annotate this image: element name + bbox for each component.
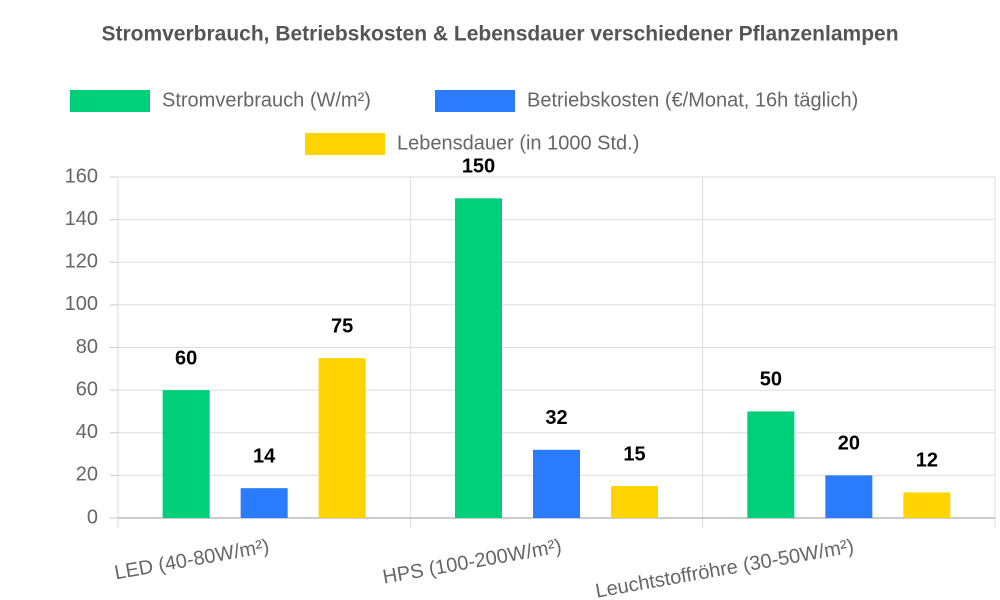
value-label: 14 bbox=[253, 445, 276, 467]
x-tick-label: Leuchtstoffröhre (30-50W/m²) bbox=[594, 535, 856, 600]
legend-swatch bbox=[70, 90, 150, 112]
value-label: 15 bbox=[623, 443, 645, 465]
y-tick-label: 20 bbox=[76, 464, 98, 486]
y-tick-label: 80 bbox=[76, 336, 98, 358]
legend-swatch bbox=[305, 133, 385, 155]
y-tick-label: 160 bbox=[65, 165, 98, 187]
bar bbox=[455, 198, 502, 518]
chart-title: Stromverbrauch, Betriebskosten & Lebensd… bbox=[101, 23, 898, 46]
y-tick-label: 40 bbox=[76, 421, 98, 443]
x-tick-label: HPS (100-200W/m²) bbox=[381, 535, 563, 588]
value-label: 50 bbox=[760, 369, 782, 391]
bar bbox=[318, 358, 366, 518]
y-tick-label: 120 bbox=[65, 251, 98, 273]
bar bbox=[611, 486, 658, 518]
legend-label: Stromverbrauch (W/m²) bbox=[162, 89, 371, 111]
bar bbox=[825, 475, 873, 518]
value-label: 32 bbox=[545, 407, 567, 429]
value-label: 75 bbox=[331, 315, 353, 337]
legend-swatch bbox=[435, 90, 515, 112]
x-tick-label: LED (40-80W/m²) bbox=[113, 535, 271, 584]
y-tick-label: 60 bbox=[76, 378, 98, 400]
value-label: 12 bbox=[916, 450, 938, 472]
bar bbox=[162, 390, 210, 518]
y-tick-label: 100 bbox=[65, 293, 98, 315]
legend-label: Betriebskosten (€/Monat, 16h täglich) bbox=[527, 89, 858, 111]
bar bbox=[533, 449, 580, 518]
y-tick-label: 140 bbox=[65, 208, 98, 230]
bar bbox=[240, 488, 288, 518]
value-label: 20 bbox=[838, 433, 860, 455]
legend-label: Lebensdauer (in 1000 Std.) bbox=[397, 132, 639, 154]
bar bbox=[747, 411, 795, 518]
value-label: 150 bbox=[462, 156, 495, 178]
y-tick-label: 0 bbox=[87, 506, 98, 528]
bar bbox=[903, 492, 951, 518]
value-label: 60 bbox=[175, 347, 197, 369]
